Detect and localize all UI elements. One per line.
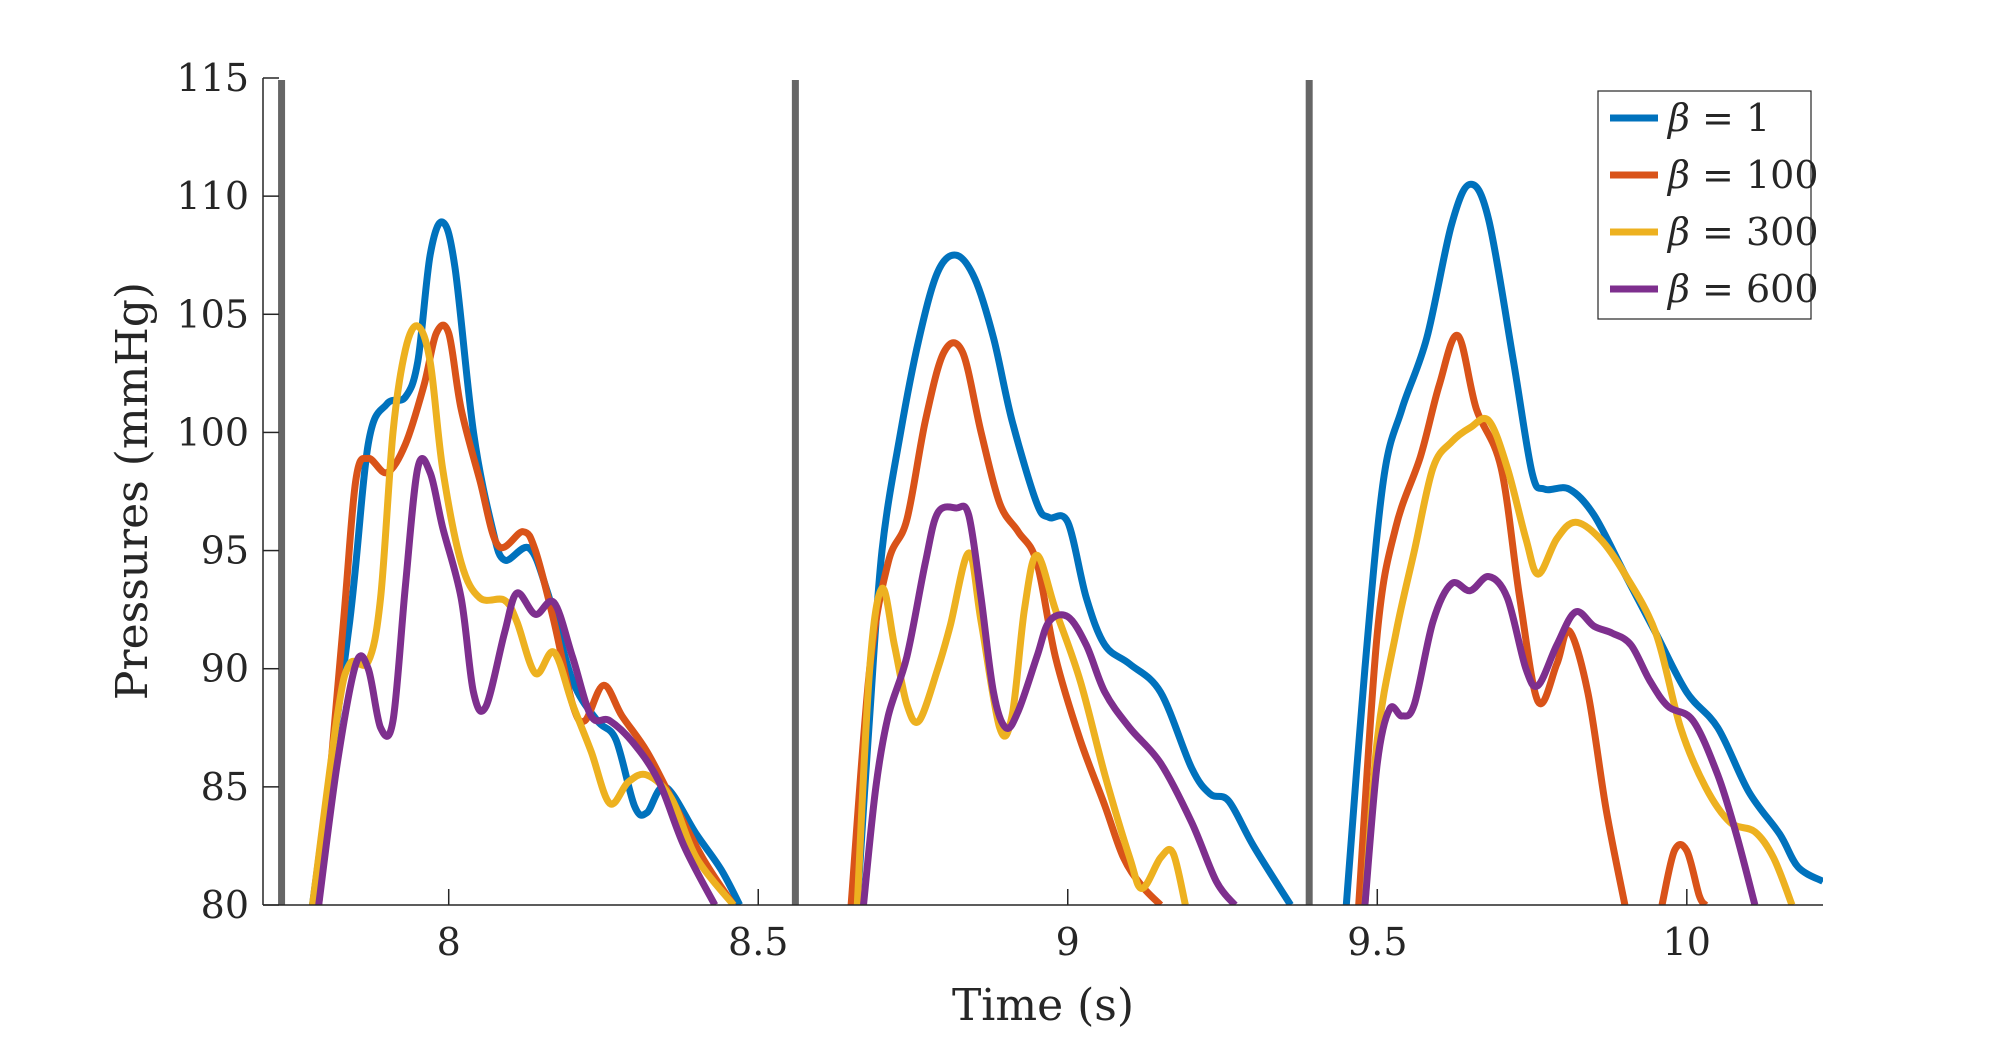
x-tick-label: 9.5 [1347,920,1407,964]
axes-box [263,78,1823,905]
legend-item: β = 600 [1610,267,1819,311]
y-tick-label: 100 [176,410,249,454]
legend-symbol: β [1666,96,1690,140]
legend-label: β = 100 [1666,153,1819,197]
series-line-1-segment-2 [853,251,1294,905]
series-line-2-segment-2 [847,339,1164,905]
legend-item: β = 100 [1610,153,1819,197]
y-tick-label: 110 [176,174,249,218]
x-ticks: 8 8.5 9 9.5 10 [437,889,1711,964]
legend-value: = 100 [1690,153,1819,197]
series-line-2-segment-3 [1355,332,1629,905]
series-line-2-segment-1 [315,321,737,905]
series-line-4-segment-3 [1361,573,1759,905]
legend-item: β = 1 [1610,96,1770,140]
vertical-markers [278,80,1313,905]
series-layer [309,180,1823,905]
series-beta-600 [315,454,1759,905]
x-tick-label: 8 [437,920,461,964]
legend-symbol: β [1666,267,1690,311]
series-line-2-segment-4 [1658,841,1709,905]
legend-symbol: β [1666,153,1690,197]
legend-item: β = 300 [1610,210,1819,254]
legend-value: = 600 [1690,267,1819,311]
x-tick-label: 9 [1056,920,1080,964]
legend-label: β = 1 [1666,96,1770,140]
legend-box [1597,90,1812,320]
plot-area [263,78,1823,905]
series-beta-300 [309,322,1796,905]
series-line-3-segment-1 [309,322,737,905]
series-line-3-segment-2 [853,549,1189,905]
legend-label: β = 600 [1666,267,1819,311]
y-tick-label: 80 [201,883,249,927]
series-line-3-segment-3 [1361,414,1796,905]
y-tick-label: 105 [176,292,249,336]
legend-symbol: β [1666,210,1690,254]
series-line-4-segment-2 [860,502,1238,905]
axes [262,78,1823,906]
x-tick-label: 8.5 [728,920,788,964]
series-line-1-segment-3 [1342,180,1823,905]
y-tick-label: 90 [201,647,249,691]
series-line-4-segment-1 [315,454,718,905]
y-tick-label: 95 [201,529,249,573]
legend-value: = 300 [1690,210,1819,254]
y-tick-label: 85 [201,765,249,809]
x-tick-label: 10 [1663,920,1711,964]
series-beta-100 [315,321,1709,905]
y-axis-label: Pressures (mmHg) [107,282,158,700]
y-tick-label: 115 [176,56,249,100]
x-axis-label: Time (s) [952,980,1134,1031]
legend-value: = 1 [1690,96,1770,140]
y-ticks: 80 85 90 95 100 105 110 115 [176,56,279,927]
legend-label: β = 300 [1666,210,1819,254]
